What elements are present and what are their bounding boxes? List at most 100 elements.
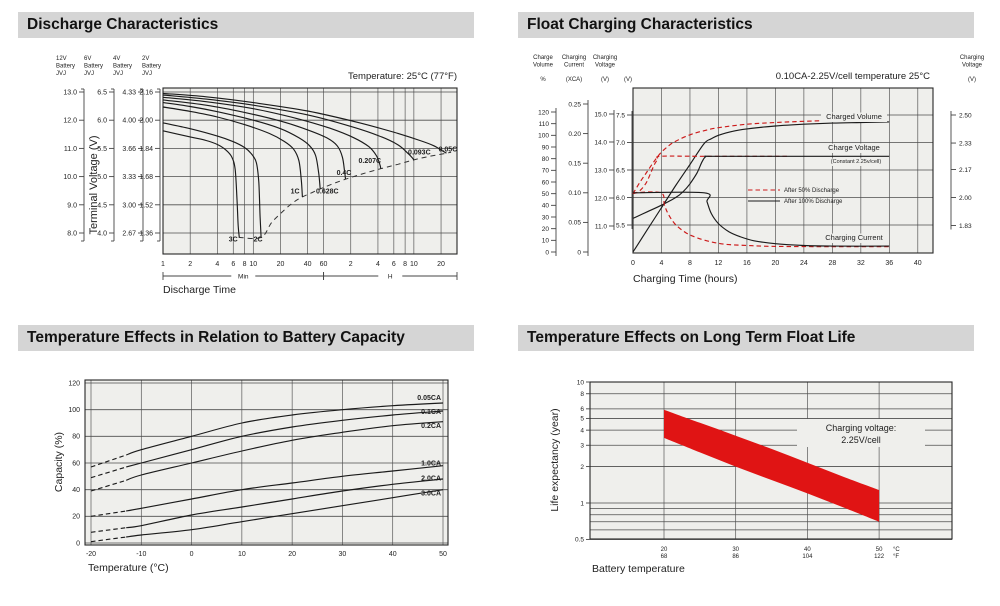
svg-text:3: 3 [580,443,584,450]
svg-text:1.52: 1.52 [139,202,153,209]
svg-text:1: 1 [161,261,165,268]
svg-text:0.2CA: 0.2CA [421,423,441,430]
svg-text:24: 24 [800,260,808,267]
svg-text:12V: 12V [56,56,67,62]
svg-text:0.25: 0.25 [568,101,581,108]
svg-text:10: 10 [542,238,550,245]
panel-title-float-charging: Float Charging Characteristics [518,12,974,38]
svg-text:0.207C: 0.207C [359,158,382,165]
svg-text:Charging: Charging [562,55,586,61]
svg-text:10: 10 [577,379,585,386]
svg-text:8: 8 [688,260,692,267]
svg-text:14.0: 14.0 [594,139,607,146]
svg-text:H: H [388,274,393,281]
svg-text:100: 100 [68,407,80,414]
svg-text:5.0: 5.0 [97,174,107,181]
svg-text:40: 40 [72,487,80,494]
svg-text:-10: -10 [136,551,146,558]
svg-text:5.5: 5.5 [97,146,107,153]
svg-text:4.5: 4.5 [97,202,107,209]
svg-text:°C: °C [893,547,900,553]
svg-text:5: 5 [580,416,584,423]
panel-title-text: Discharge Characteristics [27,16,219,33]
temp-capacity-chart: 0.05CA 0.1CA 0.2CA 1.0CA 2.0CA 3.0CA 0 20 40 60 80… [53,379,449,574]
svg-text:2.33: 2.33 [959,140,972,147]
svg-text:Volume: Volume [533,63,554,69]
svg-text:8.0: 8.0 [67,231,77,238]
svg-text:6: 6 [231,261,235,268]
svg-text:11.0: 11.0 [64,146,77,153]
svg-text:8: 8 [403,261,407,268]
svg-text:2C: 2C [254,236,263,243]
svg-text:2.00: 2.00 [959,195,972,202]
svg-text:8: 8 [243,261,247,268]
svg-text:80: 80 [72,434,80,441]
svg-text:Charging Time (hours): Charging Time (hours) [633,273,737,285]
svg-text:0.093C: 0.093C [408,150,431,157]
svg-text:4: 4 [660,260,664,267]
svg-text:80: 80 [542,156,550,163]
svg-text:Capacity (%): Capacity (%) [53,432,65,492]
svg-text:Temperature: 25°C (77°F): Temperature: 25°C (77°F) [348,71,457,82]
svg-text:Charging Current: Charging Current [825,233,883,242]
svg-text:60: 60 [72,460,80,467]
svg-text:0: 0 [631,260,635,267]
svg-text:10.0: 10.0 [63,174,77,181]
svg-text:122: 122 [874,554,885,560]
svg-text:4.33: 4.33 [122,90,136,97]
svg-text:30: 30 [339,551,347,558]
svg-text:20: 20 [772,260,780,267]
svg-text:110: 110 [539,121,550,128]
svg-text:40: 40 [304,261,312,268]
svg-text:Battery: Battery [56,64,75,70]
svg-text:2.16: 2.16 [139,90,153,97]
svg-text:Charging: Charging [593,55,617,61]
svg-text:3.00: 3.00 [122,202,136,209]
svg-text:Temperature (°C): Temperature (°C) [88,562,169,574]
svg-text:0.05C: 0.05C [439,147,458,154]
svg-text:20: 20 [288,551,296,558]
svg-text:-20: -20 [86,551,96,558]
svg-text:Battery: Battery [142,64,161,70]
svg-text:1.83: 1.83 [959,223,972,230]
svg-text:%: % [540,77,546,83]
svg-text:Charging: Charging [960,55,984,61]
svg-text:32: 32 [857,260,865,267]
svg-text:11.0: 11.0 [595,223,608,230]
svg-text:12: 12 [715,260,723,267]
svg-text:4: 4 [580,427,584,434]
float-life-chart: Charging voltage:2.25V/cell1086543210.52… [549,379,953,575]
svg-text:0.05: 0.05 [568,220,581,227]
svg-text:40: 40 [914,260,922,267]
svg-text:(Constant 2.25v/cell): (Constant 2.25v/cell) [831,159,882,165]
svg-text:After 100% Discharge: After 100% Discharge [784,199,843,205]
svg-text:Charged Volume: Charged Volume [826,112,882,121]
svg-text:2.50: 2.50 [959,112,972,119]
svg-text:JVJ: JVJ [142,71,152,77]
svg-text:9.0: 9.0 [67,202,77,209]
svg-text:120: 120 [68,380,80,387]
svg-text:2.67: 2.67 [122,231,136,238]
svg-text:Battery: Battery [113,64,132,70]
svg-text:3.66: 3.66 [122,146,136,153]
svg-text:60: 60 [320,261,328,268]
svg-text:13.0: 13.0 [63,90,77,97]
svg-text:10: 10 [410,261,418,268]
svg-text:Charge: Charge [533,55,553,61]
float-charging-chart: ChargeVolume%010203040506070809010011012… [533,55,984,285]
svg-text:Life expectancy (year): Life expectancy (year) [549,408,561,511]
svg-text:0: 0 [190,551,194,558]
svg-text:0.1CA: 0.1CA [421,409,441,416]
svg-text:Current: Current [564,63,584,69]
svg-text:10: 10 [249,261,257,268]
svg-text:1.0CA: 1.0CA [421,460,441,467]
svg-text:20: 20 [661,547,668,553]
svg-text:6.0: 6.0 [97,118,107,125]
svg-text:1C: 1C [291,188,300,195]
panel-title-text: Float Charging Characteristics [527,16,753,33]
svg-text:2.17: 2.17 [959,167,972,174]
svg-text:0.5: 0.5 [575,537,584,544]
panel-title-float-life: Temperature Effects on Long Term Float L… [518,325,974,351]
svg-text:86: 86 [732,554,739,560]
svg-text:50: 50 [439,551,447,558]
